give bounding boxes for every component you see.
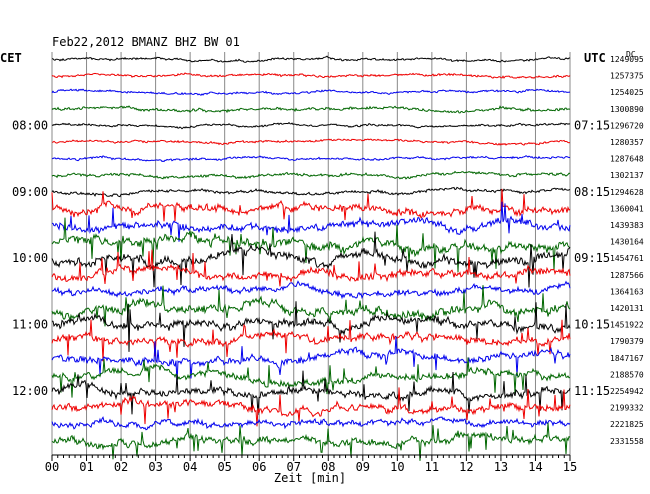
seismic-trace [51,301,571,352]
trace-offset-label: 1287648 [610,155,644,164]
trace-offset-label: 1300890 [610,105,644,114]
chart-title: Feb22,2012 BMANZ BHZ BW 01 [52,35,240,49]
seismic-trace [51,88,571,96]
seismic-trace [51,155,571,163]
trace-offset-label: 1847167 [610,354,644,363]
trace-offset-label: 1360041 [610,204,644,213]
seismic-trace [51,217,571,273]
left-hour-label: 09:00 [12,185,48,199]
right-timezone-label: UTC [584,51,606,65]
seismic-trace [51,72,571,79]
trace-offset-label: 1454761 [610,254,644,263]
seismic-trace [51,121,571,130]
trace-offset-label: 1280357 [610,138,644,147]
x-tick-label: 07 [287,460,301,474]
seismic-trace [51,422,571,461]
trace-offset-label: 1420131 [610,304,644,313]
x-tick-label: 15 [563,460,577,474]
x-tick-label: 04 [183,460,197,474]
trace-offset-label: 1287566 [610,271,644,280]
seismic-trace [51,138,571,146]
seismic-trace [51,188,571,222]
trace-offset-label: 2221825 [610,420,644,429]
trace-offset-label: 1302137 [610,171,644,180]
trace-offset-label: 1451922 [610,321,644,330]
seismic-trace [51,285,571,327]
corner-dc-label: DC [626,50,636,59]
right-hour-label: 11:15 [574,384,610,398]
right-hour-label: 07:15 [574,118,610,132]
trace-offset-label: 2254942 [610,387,644,396]
x-tick-label: 03 [148,460,162,474]
left-hour-labels: 08:00 09:00 10:00 11:00 12:00 [12,118,48,398]
x-tick-label: 06 [252,460,266,474]
trace-offset-label: 1439383 [610,221,644,230]
seismic-trace [51,231,571,288]
seismic-trace [51,336,571,384]
x-tick-label: 00 [45,460,59,474]
x-tick-label: 09 [356,460,370,474]
trace-offset-label: 2199332 [610,404,644,413]
x-axis-label: Zeit [min] [274,471,346,485]
right-hour-label: 10:15 [574,318,610,332]
right-hour-labels: 07:15 08:15 09:15 10:15 11:15 [574,118,610,398]
seismic-trace [51,319,571,362]
seismic-trace [51,357,571,398]
trace-offset-labels: 1249095 1257375 1254025 1300890 1296720 12803… [610,55,644,446]
x-tick-label: 11 [425,460,439,474]
left-hour-label: 08:00 [12,118,48,132]
trace-offset-label: 1790379 [610,337,644,346]
x-tick-label: 14 [528,460,542,474]
right-hour-label: 08:15 [574,185,610,199]
trace-offset-label: 1294628 [610,188,644,197]
seismic-trace [51,201,571,242]
seismic-trace [51,280,571,300]
seismic-trace [51,370,571,415]
x-tick-label: 01 [79,460,93,474]
trace-offset-label: 1364163 [610,287,644,296]
left-hour-label: 11:00 [12,318,48,332]
x-tick-label: 13 [494,460,508,474]
seismic-trace [51,416,571,431]
seismic-trace [51,55,571,63]
x-tick-label: 02 [114,460,128,474]
x-axis: 00 01 02 03 04 05 06 07 08 09 10 11 12 13 14 15 [45,454,577,474]
seismic-trace [51,249,571,287]
x-tick-label: 08 [321,460,335,474]
x-tick-label: 05 [217,460,231,474]
trace-offset-label: 1430164 [610,238,644,247]
trace-group [51,55,571,461]
trace-offset-label: 1257375 [610,72,644,81]
left-hour-label: 10:00 [12,251,48,265]
trace-offset-label: 1249095 [610,55,644,64]
right-hour-label: 09:15 [574,251,610,265]
left-hour-label: 12:00 [12,384,48,398]
x-tick-label: 12 [459,460,473,474]
trace-offset-label: 1254025 [610,88,644,97]
trace-offset-label: 2188570 [610,370,644,379]
seismic-trace [51,186,571,198]
trace-offset-label: 2331558 [610,437,644,446]
seismic-trace [51,105,571,114]
seismic-trace [51,170,571,180]
seismic-trace [51,387,571,427]
left-timezone-label: CET [0,51,22,65]
trace-offset-label: 1296720 [610,121,644,130]
x-tick-label: 10 [390,460,404,474]
